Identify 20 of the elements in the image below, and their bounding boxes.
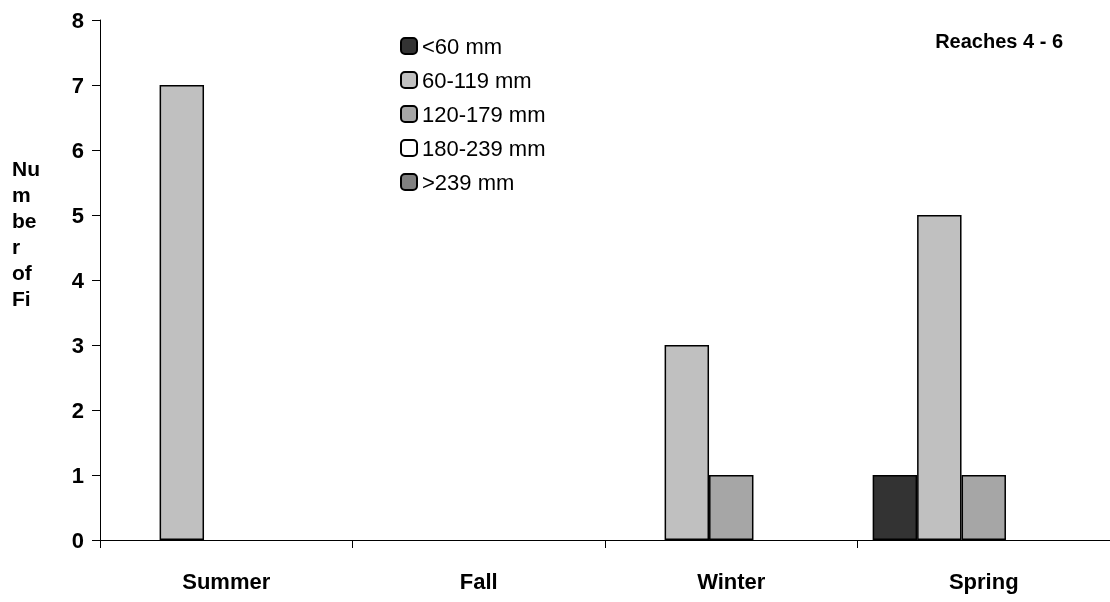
y-axis-title: Number of Fi (12, 156, 40, 310)
legend-label: 180-239 mm (422, 135, 546, 161)
y-tick-label: 3 (71, 332, 84, 358)
y-tick-label: 1 (71, 462, 84, 488)
legend-label: >239 mm (422, 169, 515, 195)
y-tick-label: 5 (71, 202, 84, 228)
y-tick-label: 0 (71, 527, 84, 553)
text: Reaches 4 - 6 (935, 30, 1064, 52)
y-tick-label: 2 (71, 397, 84, 423)
x-tick-label: Fall (459, 568, 498, 594)
x-tick-label: Summer (182, 568, 271, 594)
legend-label: 60-119 mm (422, 67, 532, 93)
x-tick-label: Spring (948, 568, 1019, 594)
y-tick-label: 8 (71, 7, 84, 33)
legend-label: 120-179 mm (422, 101, 546, 127)
legend-label: <60 mm (422, 33, 503, 59)
x-tick-label: Winter (697, 568, 766, 594)
y-tick-label: 4 (71, 267, 85, 293)
y-tick-label: 7 (71, 72, 84, 98)
y-tick-label: 6 (71, 137, 84, 163)
